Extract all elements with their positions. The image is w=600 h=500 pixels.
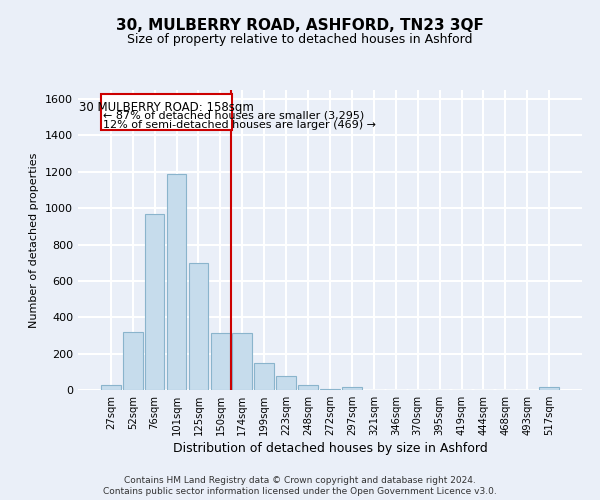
Bar (232, 332, 252, 390)
Text: Size of property relative to detached houses in Ashford: Size of property relative to detached ho… (127, 32, 473, 46)
Bar (211, 332, 230, 390)
Bar (298, 384, 318, 390)
Bar (342, 388, 362, 390)
Text: ← 87% of detached houses are smaller (3,295): ← 87% of detached houses are smaller (3,… (103, 111, 364, 121)
FancyBboxPatch shape (101, 94, 232, 130)
Y-axis label: Number of detached properties: Number of detached properties (29, 152, 40, 328)
Bar (320, 389, 340, 390)
Text: Contains HM Land Registry data © Crown copyright and database right 2024.: Contains HM Land Registry data © Crown c… (124, 476, 476, 485)
Text: 30, MULBERRY ROAD, ASHFORD, TN23 3QF: 30, MULBERRY ROAD, ASHFORD, TN23 3QF (116, 18, 484, 32)
X-axis label: Distribution of detached houses by size in Ashford: Distribution of detached houses by size … (173, 442, 487, 455)
Bar (539, 388, 559, 390)
Bar (101, 384, 121, 390)
Text: Contains public sector information licensed under the Open Government Licence v3: Contains public sector information licen… (103, 488, 497, 496)
Bar (188, 262, 208, 390)
Bar (254, 362, 274, 390)
Bar (167, 174, 187, 390)
Text: 30 MULBERRY ROAD: 158sqm: 30 MULBERRY ROAD: 158sqm (79, 101, 254, 114)
Bar (123, 332, 143, 390)
Bar (276, 376, 296, 390)
Text: 12% of semi-detached houses are larger (469) →: 12% of semi-detached houses are larger (… (103, 120, 376, 130)
Bar (145, 214, 164, 390)
